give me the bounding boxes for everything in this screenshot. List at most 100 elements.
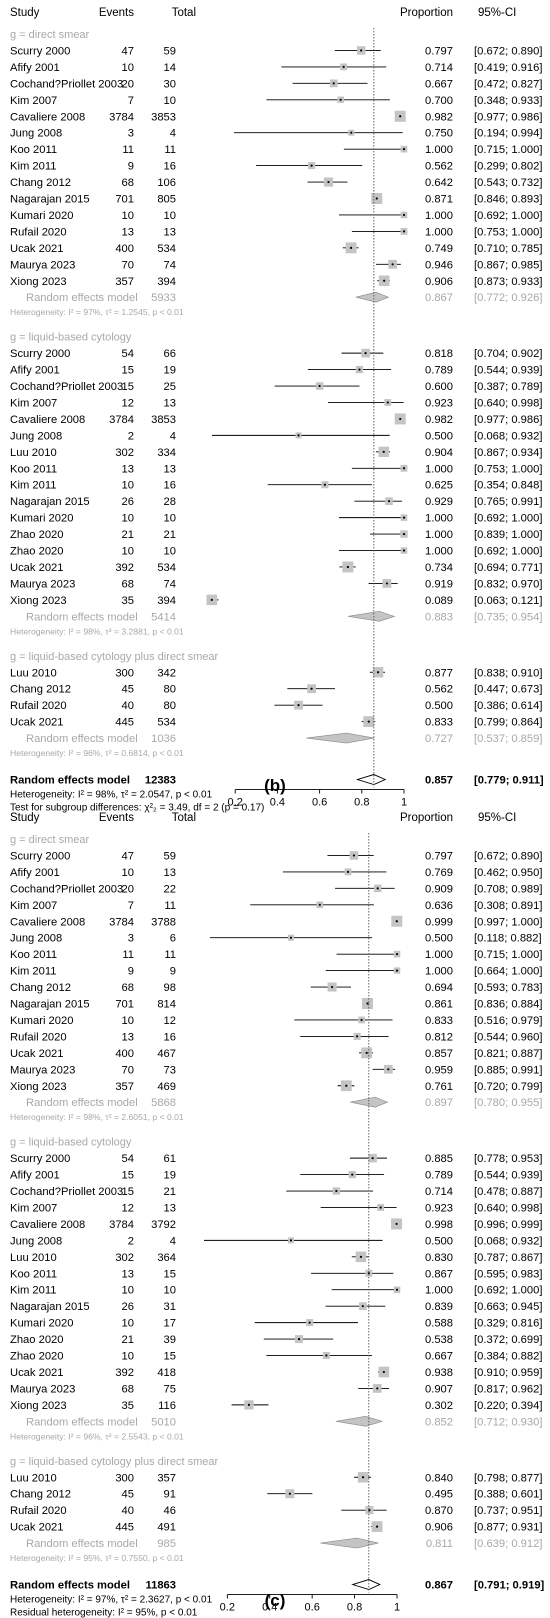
study-point-estimate [382, 450, 385, 453]
study-total: 9 [170, 966, 176, 978]
overall-heterogeneity: Heterogeneity: I² = 97%, τ² = 2.3627, p … [10, 1595, 213, 1606]
study-name: Xiong 2023 [10, 1081, 67, 1093]
overall-heterogeneity: Heterogeneity: I² = 98%, τ² = 2.0547, p … [10, 790, 213, 801]
x-axis-tick-label: 0.8 [347, 1602, 362, 1614]
study-ci: [0.799; 0.864] [474, 717, 542, 729]
study-proportion: 0.625 [425, 480, 453, 492]
study-point-estimate [310, 164, 313, 167]
study-name: Kumari 2020 [10, 513, 73, 525]
study-name: Koo 2011 [10, 949, 57, 961]
study-point-estimate [402, 230, 406, 233]
study-ci: [0.839; 1.000] [474, 529, 542, 541]
x-axis-tick-label: 0.6 [305, 1602, 320, 1614]
study-point-estimate [361, 1476, 365, 1479]
study-proportion: 0.906 [425, 276, 453, 288]
study-proportion: 0.797 [425, 45, 453, 57]
study-events: 40 [122, 1505, 134, 1517]
study-events: 15 [122, 1170, 134, 1182]
study-ci: [0.419; 0.916] [474, 62, 542, 74]
study-point-estimate [247, 1403, 251, 1406]
study-point-estimate [386, 401, 389, 404]
study-proportion: 0.538 [425, 1334, 453, 1346]
x-axis-tick-label: 1 [394, 1602, 400, 1614]
panel-label: (c) [265, 1591, 286, 1610]
study-ci: [0.516; 0.979] [474, 1015, 542, 1027]
study-name: Scurry 2000 [10, 850, 70, 862]
study-proportion: 0.789 [425, 1170, 453, 1182]
study-ci: [0.753; 1.000] [474, 226, 542, 238]
study-proportion: 0.877 [425, 667, 453, 679]
study-proportion: 0.857 [425, 1048, 453, 1060]
study-ci: [0.821; 0.887] [474, 1048, 542, 1060]
subgroup-re-ci: [0.712; 0.930] [474, 1416, 542, 1428]
study-total: 11 [164, 144, 176, 156]
subgroup-title: g = liquid-based cytology [10, 332, 132, 344]
study-point-estimate [395, 920, 398, 923]
study-point-estimate [346, 565, 349, 569]
subgroup-re-diamond [320, 1537, 379, 1549]
study-total: 73 [164, 1064, 176, 1076]
study-ci: [0.472; 0.827] [474, 78, 542, 90]
study-total: 74 [164, 578, 176, 590]
study-ci: [0.308; 0.891] [474, 900, 542, 912]
study-total: 469 [157, 1081, 176, 1093]
study-ci: [0.387; 0.789] [474, 381, 542, 393]
study-total: 61 [164, 1153, 176, 1165]
subgroup-re-diamond [355, 291, 390, 303]
study-events: 3 [128, 128, 134, 140]
study-ci: [0.737; 0.951] [474, 1505, 542, 1517]
study-proportion: 0.907 [425, 1383, 453, 1395]
study-name: Nagarajan 2015 [10, 194, 90, 206]
study-name: Cochand?Priollet 2003 [10, 883, 123, 895]
study-events: 11 [122, 949, 134, 961]
study-name: Afify 2001 [10, 62, 60, 74]
study-proportion: 0.495 [425, 1489, 453, 1501]
study-name: Cochand?Priollet 2003 [10, 381, 123, 393]
overall-ci: [0.779; 0.911] [474, 775, 544, 787]
study-events: 68 [122, 578, 134, 590]
study-ci: [0.372; 0.699] [474, 1334, 542, 1346]
study-point-estimate [210, 598, 213, 601]
study-total: 19 [164, 365, 176, 377]
study-point-estimate [399, 115, 402, 118]
study-ci: [0.068; 0.932] [474, 430, 542, 442]
study-name: Cavaliere 2008 [10, 414, 85, 426]
study-total: 10 [164, 210, 176, 222]
study-proportion: 0.929 [425, 496, 453, 508]
study-proportion: 1.000 [425, 463, 453, 475]
study-point-estimate [375, 1525, 379, 1528]
study-total: 3853 [151, 111, 176, 123]
study-name: Nagarajan 2015 [10, 999, 90, 1011]
study-proportion: 0.909 [425, 883, 453, 895]
study-name: Zhao 2020 [10, 1351, 64, 1363]
study-name: Nagarajan 2015 [10, 496, 90, 508]
study-ci: [0.846; 0.893] [474, 194, 542, 206]
study-ci: [0.715; 1.000] [474, 949, 542, 961]
study-proportion: 0.982 [425, 414, 453, 426]
study-events: 302 [115, 1252, 134, 1264]
study-proportion: 0.999 [425, 916, 453, 928]
study-ci: [0.710; 0.785] [474, 243, 542, 255]
study-events: 357 [115, 276, 134, 288]
study-proportion: 0.839 [425, 1301, 453, 1313]
study-point-estimate [361, 1305, 364, 1308]
study-events: 13 [122, 463, 134, 475]
overall-total: 11863 [146, 1580, 177, 1592]
subgroup-re-proportion: 0.897 [425, 1097, 453, 1109]
study-events: 21 [122, 1334, 134, 1346]
study-total: 334 [157, 447, 176, 459]
study-total: 80 [164, 684, 176, 696]
study-events: 392 [115, 1367, 134, 1379]
study-ci: [0.640; 0.998] [474, 1202, 542, 1214]
study-point-estimate [402, 148, 406, 151]
subgroup-re-diamond [335, 1416, 384, 1427]
study-proportion: 0.714 [425, 62, 453, 74]
study-point-estimate [375, 197, 378, 200]
study-events: 70 [122, 1064, 134, 1076]
study-total: 10 [164, 546, 176, 558]
study-total: 116 [158, 1400, 176, 1412]
study-events: 47 [122, 45, 134, 57]
study-name: Chang 2012 [10, 1489, 71, 1501]
study-proportion: 0.761 [425, 1081, 453, 1093]
column-header-events: Events [99, 7, 134, 19]
